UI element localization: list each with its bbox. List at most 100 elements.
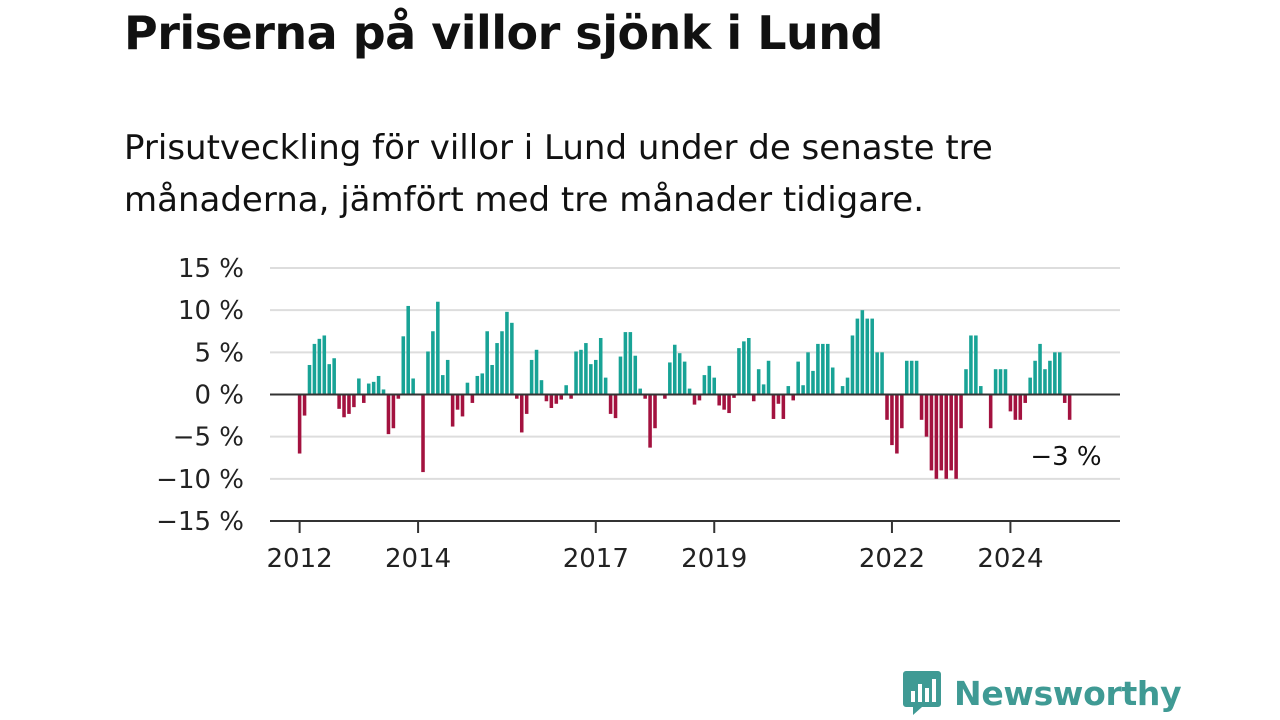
bar xyxy=(515,394,519,399)
bar xyxy=(959,394,963,429)
bar xyxy=(742,341,746,395)
bar xyxy=(826,343,830,395)
bar xyxy=(919,394,924,420)
bar xyxy=(1023,394,1027,403)
bar xyxy=(1028,377,1032,395)
bar xyxy=(796,361,800,395)
bar xyxy=(756,369,761,395)
bar xyxy=(1043,369,1047,395)
bar xyxy=(974,335,978,395)
bar xyxy=(761,384,766,395)
bar xyxy=(510,322,514,395)
bar xyxy=(505,311,509,395)
bar xyxy=(880,352,884,395)
bar xyxy=(697,394,702,401)
bar xyxy=(431,331,435,395)
bar xyxy=(845,377,850,395)
bar xyxy=(357,378,361,395)
bar xyxy=(421,394,425,473)
bar xyxy=(594,359,598,395)
bar xyxy=(445,359,450,395)
y-tick-label: −10 % xyxy=(156,465,244,495)
bar xyxy=(737,348,741,395)
bar xyxy=(465,382,470,395)
bar xyxy=(381,389,386,395)
bar xyxy=(490,364,494,395)
chart-title: Priserna på villor sjönk i Lund xyxy=(124,6,883,60)
bar xyxy=(895,394,899,454)
y-tick-label: 0 % xyxy=(194,381,244,411)
y-tick-label: 5 % xyxy=(194,338,244,368)
bar xyxy=(885,394,889,420)
bar xyxy=(342,394,346,418)
newsworthy-logo-icon xyxy=(903,671,941,715)
bar xyxy=(1058,352,1062,395)
bar xyxy=(806,352,810,395)
bar xyxy=(638,388,642,395)
bar xyxy=(495,343,499,395)
bar xyxy=(574,351,578,395)
bar xyxy=(890,394,894,446)
y-tick-label: 10 % xyxy=(178,296,244,326)
bar xyxy=(687,388,692,395)
bar xyxy=(776,394,781,404)
bar xyxy=(450,394,455,427)
bar xyxy=(544,394,549,402)
bar xyxy=(628,332,633,395)
bar xyxy=(411,378,415,395)
bar xyxy=(702,375,707,395)
bar xyxy=(766,360,771,395)
brand-name: Newsworthy xyxy=(954,673,1182,713)
x-tick-label: 2014 xyxy=(385,544,451,574)
x-tick-label: 2022 xyxy=(859,544,925,574)
bar xyxy=(455,394,460,410)
bar xyxy=(603,377,608,395)
bar xyxy=(1033,360,1037,395)
bar xyxy=(870,318,874,395)
bar xyxy=(1003,369,1008,395)
bar xyxy=(988,394,993,429)
bar xyxy=(608,394,613,414)
bar xyxy=(682,361,687,395)
bar xyxy=(949,394,953,471)
bar xyxy=(816,343,820,395)
x-tick-label: 2017 xyxy=(563,544,629,574)
bar xyxy=(549,394,554,408)
bar xyxy=(900,394,904,429)
bar xyxy=(297,394,302,454)
x-tick-label: 2024 xyxy=(977,544,1043,574)
bar xyxy=(1038,343,1042,395)
bar xyxy=(559,394,563,400)
bar xyxy=(781,394,786,419)
bar xyxy=(998,369,1003,395)
bar xyxy=(840,386,845,395)
bar xyxy=(554,394,559,404)
bar xyxy=(830,367,835,395)
bar xyxy=(939,394,944,471)
y-tick-label: −15 % xyxy=(156,507,244,537)
bar xyxy=(821,343,825,395)
bar xyxy=(904,360,909,395)
bar xyxy=(322,335,327,395)
bar xyxy=(732,394,736,398)
bar xyxy=(811,370,815,395)
bar xyxy=(929,394,934,471)
bar xyxy=(317,338,322,395)
bar xyxy=(692,394,697,405)
bar xyxy=(460,394,465,417)
bar xyxy=(979,386,983,395)
bar xyxy=(993,369,998,395)
bar xyxy=(401,336,406,395)
bar xyxy=(1013,394,1018,420)
bar xyxy=(485,331,489,395)
bar xyxy=(914,360,919,395)
bar xyxy=(386,394,391,435)
bar xyxy=(470,394,475,403)
x-tick-label: 2019 xyxy=(681,544,747,574)
bar xyxy=(786,386,791,395)
bar xyxy=(643,394,647,399)
bar xyxy=(391,394,396,429)
bar xyxy=(362,394,366,403)
chart-subtitle: Prisutveckling för villor i Lund under d… xyxy=(124,128,993,220)
